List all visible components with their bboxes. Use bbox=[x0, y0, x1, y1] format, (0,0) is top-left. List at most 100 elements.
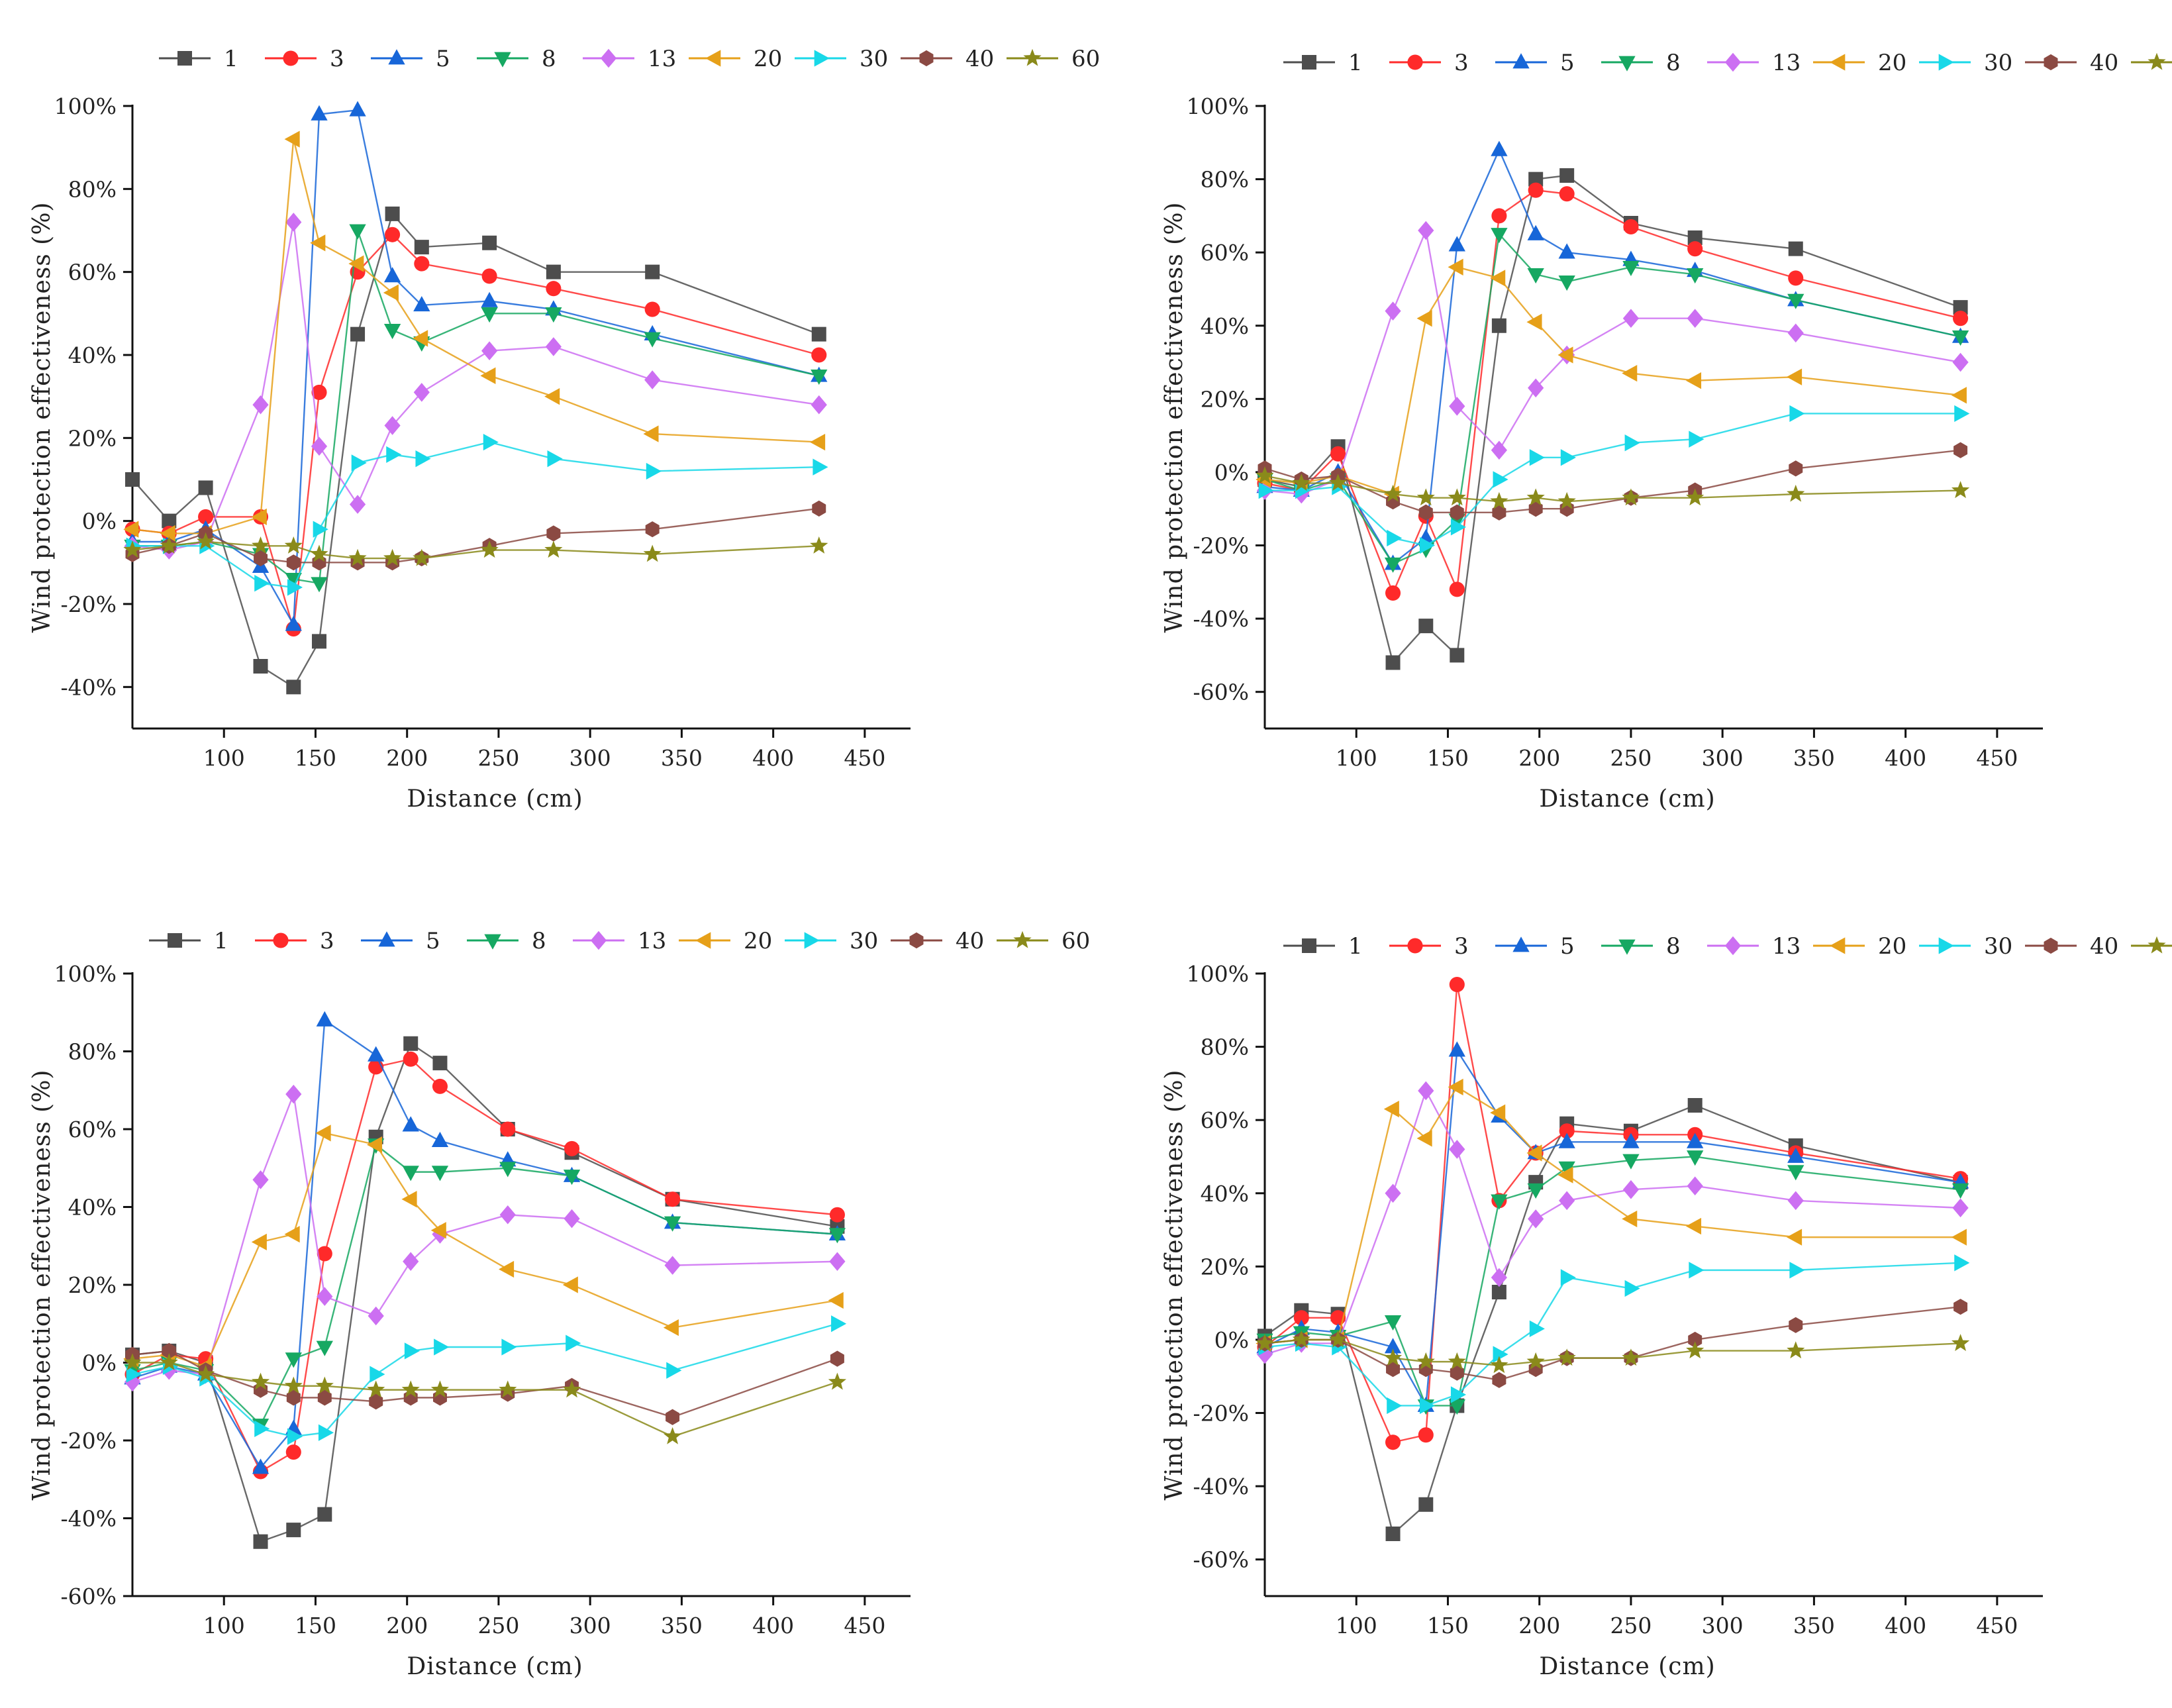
data-point bbox=[1383, 484, 1403, 502]
data-point bbox=[1491, 1285, 1506, 1300]
data-point bbox=[1491, 318, 1506, 333]
data-point bbox=[643, 544, 662, 562]
data-point bbox=[1385, 1434, 1401, 1450]
series-30 bbox=[1258, 1254, 1970, 1415]
data-point bbox=[1448, 236, 1465, 252]
series-line bbox=[1264, 1338, 1961, 1366]
x-tick-label: 100 bbox=[1336, 1613, 1377, 1638]
data-point bbox=[810, 536, 828, 554]
data-point bbox=[564, 1140, 580, 1156]
data-point bbox=[1558, 276, 1575, 291]
data-point bbox=[1492, 1372, 1506, 1388]
data-point bbox=[1558, 1161, 1575, 1177]
legend-label: 13 bbox=[648, 46, 676, 72]
legend-marker-circle bbox=[1407, 54, 1423, 70]
data-point bbox=[414, 240, 429, 255]
legend-label: 1 bbox=[224, 46, 238, 72]
data-point bbox=[1624, 1280, 1640, 1297]
data-point bbox=[1328, 474, 1348, 491]
data-point bbox=[160, 525, 175, 542]
data-point bbox=[1387, 1397, 1403, 1415]
data-point bbox=[414, 256, 430, 272]
data-point bbox=[663, 1319, 679, 1336]
series-13 bbox=[1256, 1081, 1969, 1364]
series-line bbox=[132, 441, 819, 589]
data-point bbox=[1787, 1147, 1804, 1163]
legend-marker-hexagon bbox=[2044, 54, 2058, 71]
legend-label: 60 bbox=[1061, 928, 1090, 954]
legend-entry-20: 20 bbox=[689, 46, 782, 72]
y-tick-label: 20% bbox=[1201, 386, 1249, 412]
series-line bbox=[1264, 475, 1961, 503]
data-point bbox=[1493, 471, 1508, 488]
series-8 bbox=[124, 224, 828, 593]
legend-label: 40 bbox=[2090, 50, 2118, 76]
legend-label: 1 bbox=[1348, 933, 1363, 960]
series-line bbox=[132, 1091, 838, 1383]
data-point bbox=[1560, 449, 1576, 466]
legend-marker-triangle-left bbox=[1830, 54, 1846, 71]
legend-entry-30: 30 bbox=[785, 928, 878, 954]
data-point bbox=[1384, 1338, 1402, 1354]
data-point bbox=[1953, 442, 1968, 458]
data-point bbox=[1687, 1132, 1704, 1148]
data-point bbox=[284, 1225, 300, 1243]
series-5 bbox=[124, 1011, 846, 1474]
legend-label: 30 bbox=[850, 928, 878, 954]
data-point bbox=[254, 1420, 270, 1438]
legend-entry-1: 1 bbox=[1283, 933, 1363, 960]
y-tick-label: -40% bbox=[1193, 606, 1250, 632]
x-tick-label: 250 bbox=[1610, 1613, 1652, 1638]
legend-entry-5: 5 bbox=[1495, 50, 1575, 76]
data-point bbox=[1490, 491, 1508, 509]
y-tick-label: 40% bbox=[68, 1195, 117, 1221]
legend-marker-hexagon bbox=[909, 932, 924, 949]
legend-label: 1 bbox=[1348, 50, 1363, 76]
data-point bbox=[663, 1427, 682, 1444]
data-point bbox=[1330, 446, 1346, 462]
data-point bbox=[285, 213, 302, 232]
y-tick-label: 100% bbox=[1187, 961, 1249, 987]
data-point bbox=[160, 536, 178, 554]
legend-marker-triangle-down bbox=[484, 934, 501, 950]
data-point bbox=[1490, 270, 1506, 287]
data-point bbox=[284, 130, 300, 148]
y-tick-label: -20% bbox=[1193, 1401, 1250, 1427]
data-point bbox=[1448, 1352, 1466, 1370]
legend-marker-square bbox=[177, 51, 192, 66]
data-point bbox=[251, 508, 267, 526]
legend-marker-triangle-right bbox=[804, 932, 820, 949]
series-line bbox=[132, 1143, 838, 1427]
data-point bbox=[285, 615, 302, 631]
data-point bbox=[1559, 1191, 1575, 1211]
data-point bbox=[287, 1428, 303, 1445]
legend-label: 20 bbox=[1878, 50, 1906, 76]
data-point bbox=[500, 1121, 516, 1137]
data-point bbox=[1685, 372, 1702, 389]
data-point bbox=[348, 548, 367, 566]
y-tick-label: -60% bbox=[1193, 679, 1250, 705]
legend-label: 13 bbox=[1772, 50, 1801, 76]
legend-label: 40 bbox=[956, 928, 984, 954]
data-point bbox=[811, 395, 827, 415]
data-point bbox=[317, 1287, 333, 1306]
data-point bbox=[1624, 434, 1640, 452]
legend-entry-30: 30 bbox=[1919, 933, 2012, 960]
legend-label: 20 bbox=[744, 928, 772, 954]
data-point bbox=[499, 1380, 517, 1398]
y-tick-label: -20% bbox=[1193, 533, 1250, 559]
data-point bbox=[349, 224, 366, 240]
data-point bbox=[318, 1424, 334, 1441]
data-point bbox=[311, 384, 327, 400]
data-point bbox=[1689, 1262, 1704, 1279]
data-point bbox=[125, 472, 140, 487]
legend-label: 40 bbox=[965, 46, 994, 72]
data-point bbox=[810, 433, 826, 451]
series-13 bbox=[124, 1084, 846, 1392]
data-point bbox=[1527, 1183, 1544, 1199]
data-point bbox=[1527, 268, 1544, 284]
data-point bbox=[383, 284, 399, 301]
data-point bbox=[812, 500, 826, 517]
x-tick-label: 300 bbox=[1702, 745, 1744, 771]
